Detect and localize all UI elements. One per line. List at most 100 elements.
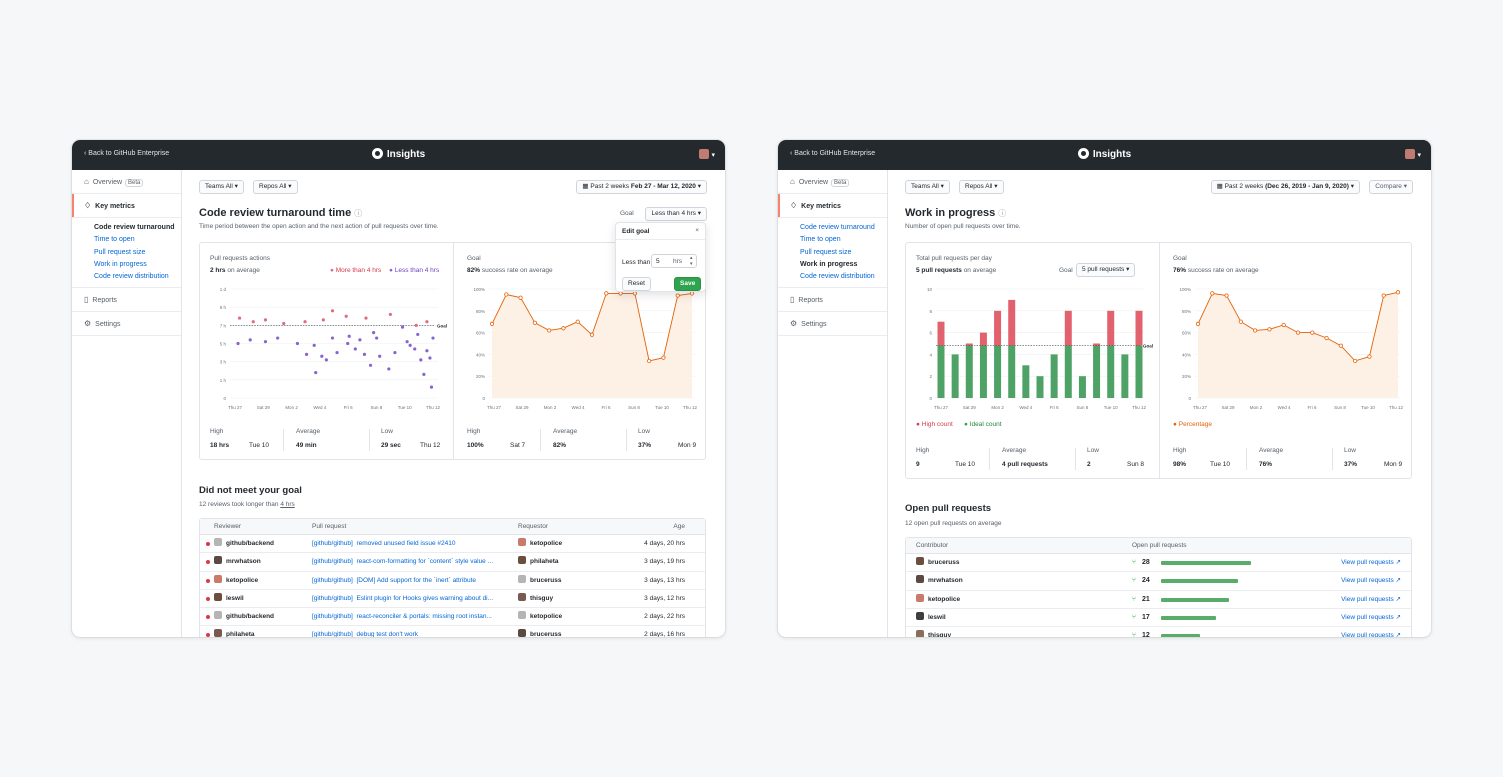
back-link[interactable]: ‹ Back to GitHub Enterprise — [790, 150, 876, 157]
repos-filter[interactable]: Repos All ▾ — [253, 180, 298, 194]
line-point — [689, 291, 695, 296]
teams-filter[interactable]: Teams All ▾ — [905, 180, 950, 194]
contributor-name: ketopolice — [928, 595, 961, 603]
sidebar-item-settings[interactable]: ⚙ Settings — [778, 312, 887, 337]
pull-request-link[interactable]: [github/github] debug test don't work — [312, 626, 418, 637]
table-row[interactable]: ketopolice [github/github] [DOM] Add supp… — [200, 572, 705, 590]
submenu-code-review-distribution[interactable]: Code review distribution — [94, 273, 169, 281]
table-row[interactable]: github/backend [github/github] react-reco… — [200, 608, 705, 627]
y-tick-label: 4 — [929, 352, 932, 357]
submenu-code-review-turnaround[interactable]: Code review turnaround — [94, 224, 175, 231]
reset-button[interactable]: Reset — [622, 277, 651, 291]
stat-high-date: Tue 10 — [249, 442, 269, 449]
teams-filter[interactable]: Teams All ▾ — [199, 180, 244, 194]
goal-link[interactable]: 4 hrs — [280, 501, 295, 508]
stepper-icon[interactable]: ▴ ▾ — [690, 255, 693, 267]
sidebar-item-overview[interactable]: ⌂ Overview Beta — [72, 170, 181, 194]
submenu-time-to-open[interactable]: Time to open — [800, 236, 841, 244]
y-tick-label: 7 h — [220, 323, 227, 328]
view-pull-requests-link[interactable]: View pull requests ↗ — [1341, 627, 1401, 637]
sidebar-item-key-metrics[interactable]: ♢ Key metrics — [778, 194, 887, 218]
x-tick-label: Fri 6 — [344, 405, 353, 410]
save-button[interactable]: Save — [674, 277, 702, 291]
table-row[interactable]: mrwhatson [github/github] react-com-forma… — [200, 553, 705, 572]
date-range-picker[interactable]: ▦ Past 2 weeks (Dec 26, 2019 - Jan 9, 20… — [1210, 180, 1360, 194]
info-icon[interactable]: ⓘ — [354, 209, 363, 218]
scatter-point-low — [425, 349, 429, 353]
info-icon[interactable]: ⓘ — [998, 209, 1007, 218]
scatter-point-high — [303, 320, 307, 324]
stat-low-label: Low — [1087, 447, 1099, 454]
goal-line-label: Goal — [437, 323, 447, 328]
table-row[interactable]: mrwhatson ⑂ 24 View pull requests ↗ — [906, 572, 1411, 591]
submenu-code-review-turnaround[interactable]: Code review turnaround — [800, 224, 875, 231]
close-icon[interactable]: × — [695, 227, 699, 234]
stat-separator — [369, 429, 370, 451]
y-tick-label: 0 — [929, 396, 932, 401]
avatar — [699, 149, 710, 159]
red-dot-icon: ● — [330, 267, 334, 274]
pull-request-link[interactable]: [github/github] react-com-formatting for… — [312, 553, 493, 571]
bar-goal-select[interactable]: 5 pull requests ▾ — [1076, 263, 1136, 277]
goal-number-input[interactable]: 5 hrs ▴ ▾ — [651, 254, 697, 268]
sidebar-item-overview[interactable]: ⌂ Overview Beta — [778, 170, 887, 194]
submenu-pull-request-size[interactable]: Pull request size — [94, 248, 146, 256]
pull-request-link[interactable]: [github/github] removed unused field iss… — [312, 535, 455, 553]
bar-ideal-count — [1036, 376, 1044, 398]
sidebar-item-settings[interactable]: ⚙ Settings — [72, 312, 181, 337]
avatar — [214, 538, 222, 546]
submenu-pull-request-size[interactable]: Pull request size — [800, 248, 852, 256]
date-range-picker[interactable]: ▦ Past 2 weeks Feb 27 - Mar 12, 2020 ▾ — [576, 180, 707, 194]
bar-high-count — [994, 310, 1002, 346]
table-row[interactable]: thisguy ⑂ 12 View pull requests ↗ — [906, 627, 1411, 637]
submenu-work-in-progress[interactable]: Work in progress — [94, 260, 147, 268]
pull-request-link[interactable]: [github/github] [DOM] Add support for th… — [312, 572, 476, 590]
table-body: github/backend [github/github] removed un… — [200, 535, 705, 637]
bar-high-count — [1135, 310, 1143, 346]
table-row[interactable]: philaheta [github/github] debug test don'… — [200, 626, 705, 637]
age-cell: 2 days, 22 hrs — [644, 613, 685, 621]
stat-low-label: Low — [381, 428, 393, 435]
table-row[interactable]: github/backend [github/github] removed un… — [200, 535, 705, 554]
key-metrics-submenu: Code review turnaround Time to open Pull… — [72, 218, 181, 289]
submenu-work-in-progress[interactable]: Work in progress — [800, 260, 858, 268]
table-row[interactable]: ketopolice ⑂ 21 View pull requests ↗ — [906, 591, 1411, 609]
scatter-point-low — [346, 341, 350, 346]
goal-select[interactable]: Less than 4 hrs ▾ — [645, 207, 707, 221]
repo-name: [github/github] — [312, 594, 353, 602]
compare-button[interactable]: Compare ▾ — [1369, 180, 1413, 194]
pull-request-link[interactable]: [github/github] Eslint plugin for Hooks … — [312, 590, 493, 608]
top-bar: ‹ Back to GitHub Enterprise Insights ▾ — [72, 140, 725, 170]
view-pull-requests-link[interactable]: View pull requests ↗ — [1341, 572, 1401, 590]
avatar-menu[interactable]: ▾ — [1405, 149, 1421, 159]
table-row[interactable]: leswil [github/github] Eslint plugin for … — [200, 590, 705, 609]
pull-request-link[interactable]: [github/github] react-reconciler & porta… — [312, 608, 492, 626]
contributor-name: bruceruss — [928, 559, 960, 566]
bar-ideal-count — [979, 345, 987, 398]
sidebar-item-key-metrics[interactable]: ♢ Key metrics — [72, 194, 181, 218]
avatar-menu[interactable]: ▾ — [699, 149, 715, 159]
avatar — [1405, 149, 1416, 159]
open-count: 12 — [1142, 632, 1150, 637]
table-row[interactable]: bruceruss ⑂ 28 View pull requests ↗ — [906, 554, 1411, 573]
repos-filter[interactable]: Repos All ▾ — [959, 180, 1004, 194]
card-divider — [453, 243, 454, 459]
requestor-name: bruceruss — [530, 631, 562, 637]
main-content: Teams All ▾ Repos All ▾ ▦ Past 2 weeks (… — [888, 170, 1431, 637]
view-pull-requests-link[interactable]: View pull requests ↗ — [1341, 591, 1401, 609]
y-tick-label: 0 — [223, 396, 226, 401]
chevron-left-icon: ‹ — [84, 150, 89, 157]
submenu-code-review-distribution[interactable]: Code review distribution — [800, 273, 875, 281]
caret-down-icon: ▾ — [1403, 183, 1407, 190]
age-cell: 2 days, 16 hrs — [644, 631, 685, 637]
sidebar-item-reports[interactable]: ▯ Reports — [72, 288, 181, 313]
stat-separator — [283, 429, 284, 451]
bar-ideal-count — [1135, 345, 1143, 398]
view-pull-requests-link[interactable]: View pull requests ↗ — [1341, 609, 1401, 627]
submenu-time-to-open[interactable]: Time to open — [94, 236, 135, 244]
sidebar-item-reports[interactable]: ▯ Reports — [778, 288, 887, 313]
back-link[interactable]: ‹ Back to GitHub Enterprise — [84, 150, 170, 157]
view-pull-requests-link[interactable]: View pull requests ↗ — [1341, 554, 1401, 572]
y-tick-label: 100% — [473, 287, 485, 292]
table-row[interactable]: leswil ⑂ 17 View pull requests ↗ — [906, 609, 1411, 628]
